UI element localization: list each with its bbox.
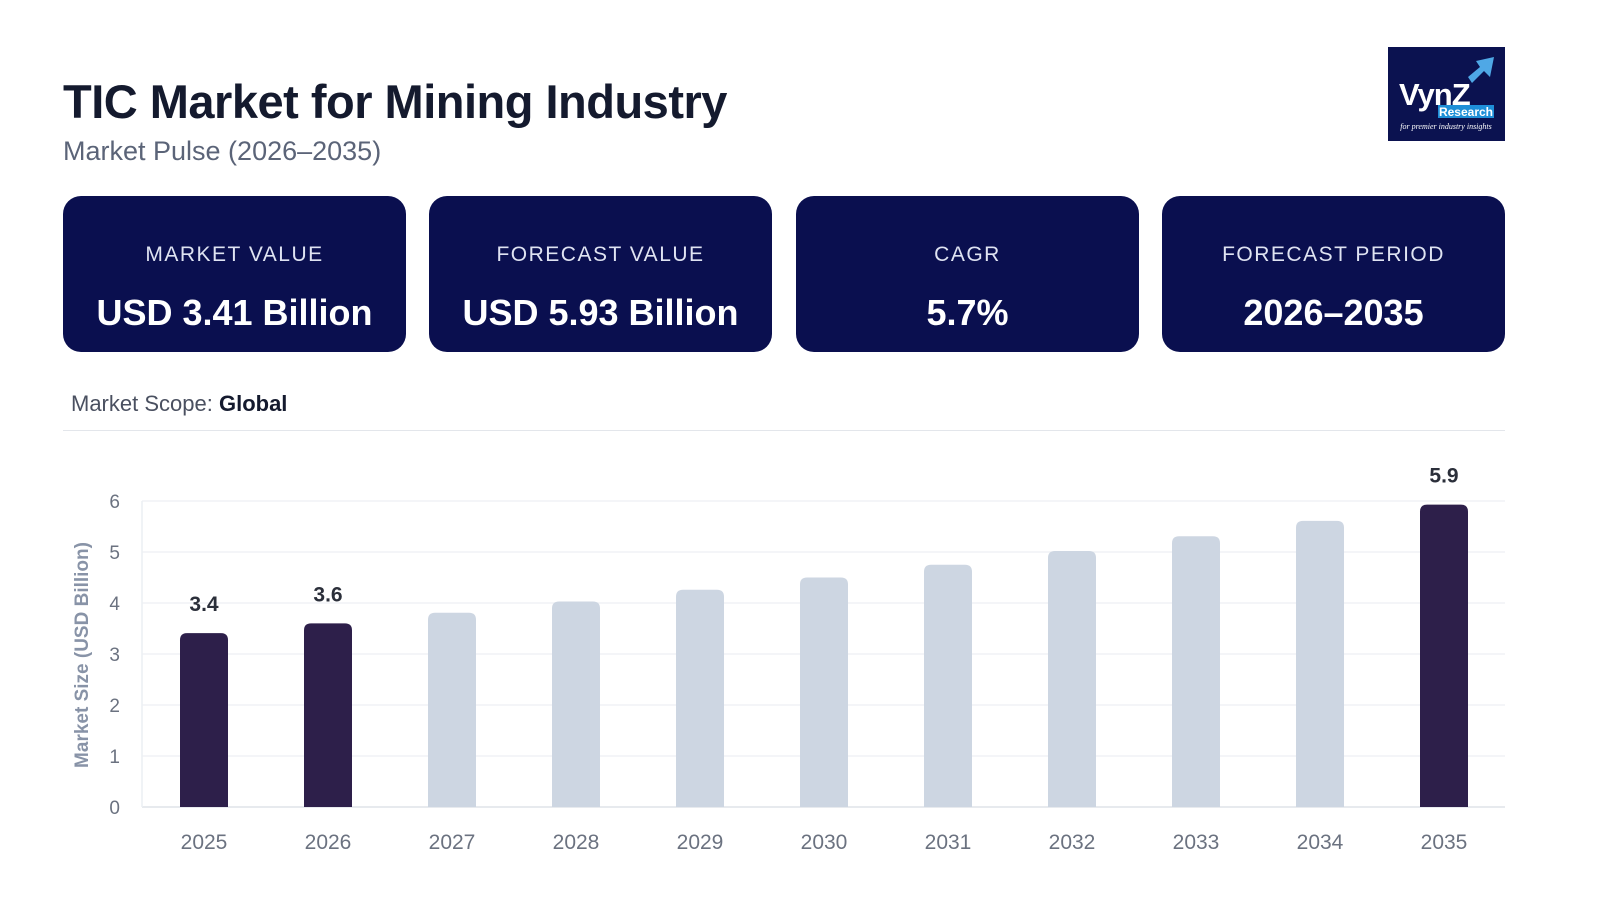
card-value: 2026–2035 [1243,292,1424,333]
x-tick-label: 2025 [181,831,228,854]
y-tick-label: 6 [109,492,120,513]
y-tick-label: 2 [109,696,120,717]
bar-2032 [1048,550,1096,807]
market-value-card: MARKET VALUE USD 3.41 Billion [63,196,406,352]
x-tick-label: 2033 [1173,831,1220,854]
card-label: FORECAST VALUE [496,243,705,266]
market-scope: Market Scope: Global [71,391,287,417]
scope-label: Market Scope: [71,391,213,416]
page-subtitle: Market Pulse (2026–2035) [63,136,382,166]
bar-2035 [1420,504,1468,807]
y-tick-label: 1 [109,747,120,768]
data-label: 5.9 [1429,465,1458,488]
bar-2034 [1296,520,1344,807]
x-tick-label: 2032 [1049,831,1096,854]
y-axis-label: Market Size (USD Billion) [72,542,93,768]
svg-text:Research: Research [1439,105,1493,119]
page-title: TIC Market for Mining Industry [63,75,727,128]
forecast-period-card: FORECAST PERIOD 2026–2035 [1162,196,1505,352]
bar-2033 [1172,536,1220,807]
x-tick-label: 2035 [1421,831,1468,854]
data-label: 3.4 [189,593,219,616]
cagr-card: CAGR 5.7% [796,196,1139,352]
bar-2025 [180,633,228,807]
bar-2030 [800,577,848,807]
data-label: 3.6 [313,583,342,606]
y-tick-label: 4 [109,594,120,615]
scope-value: Global [218,391,288,416]
forecast-value-card: FORECAST VALUE USD 5.93 Billion [429,196,772,352]
bar-2028 [552,601,600,807]
bar-2026 [304,623,352,807]
x-tick-label: 2030 [801,831,848,854]
x-tick-label: 2028 [553,831,600,854]
card-value: USD 5.93 Billion [462,292,739,333]
divider [63,430,1505,431]
vynz-research-logo: VynZ Research for premier industry insig… [1388,47,1505,141]
bar-2029 [676,589,724,807]
x-tick-label: 2029 [677,831,724,854]
bar-2027 [428,612,476,807]
svg-text:for premier industry insights: for premier industry insights [1400,122,1491,131]
card-value: USD 3.41 Billion [96,292,373,333]
bar-2031 [924,564,972,807]
x-tick-label: 2026 [305,831,352,854]
y-tick-label: 5 [109,543,120,564]
card-label: FORECAST PERIOD [1222,243,1445,266]
x-tick-label: 2034 [1297,831,1344,854]
x-tick-label: 2031 [925,831,972,854]
y-tick-label: 0 [109,798,120,819]
y-tick-label: 3 [109,645,120,666]
x-tick-label: 2027 [429,831,476,854]
card-label: MARKET VALUE [145,243,324,266]
card-label: CAGR [934,243,1001,266]
card-value: 5.7% [926,292,1009,333]
